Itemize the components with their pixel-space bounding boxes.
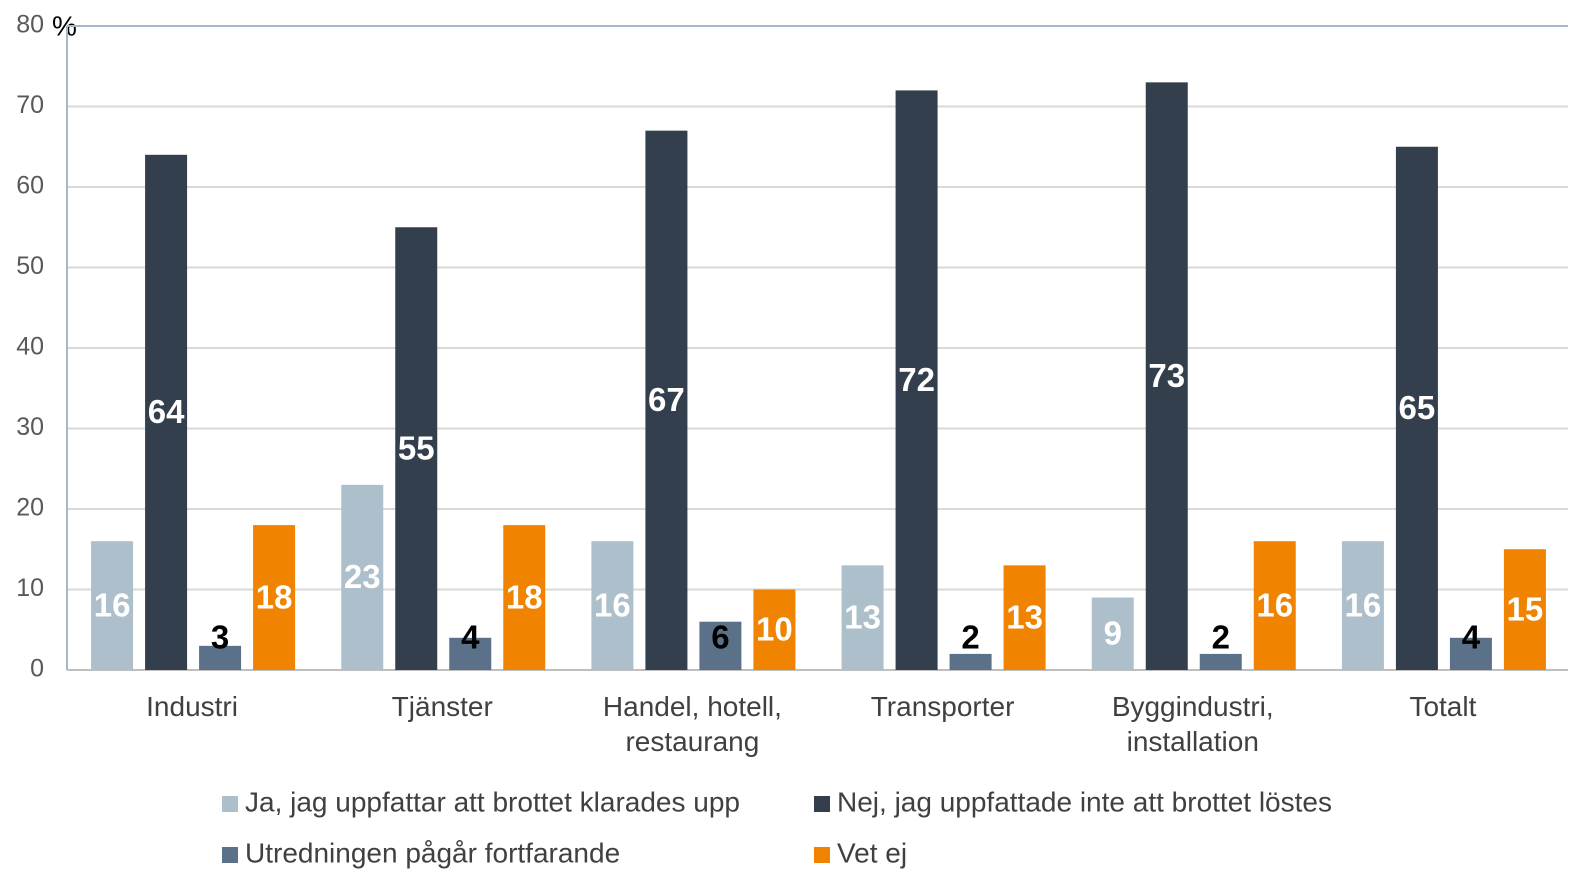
bar xyxy=(1395,146,1438,670)
data-label: 3 xyxy=(211,619,229,656)
bar xyxy=(1449,637,1492,670)
data-label: 64 xyxy=(148,393,185,430)
data-label: 67 xyxy=(648,381,685,418)
bar xyxy=(341,484,384,670)
bar xyxy=(449,637,492,670)
y-tick-label: 40 xyxy=(16,333,44,361)
data-label: 4 xyxy=(461,619,480,656)
x-tick-line: Transporter xyxy=(871,691,1015,722)
data-label: 18 xyxy=(256,578,293,615)
data-label: 18 xyxy=(506,578,543,615)
legend-swatch xyxy=(814,847,830,863)
y-tick-label: 20 xyxy=(16,494,44,522)
data-label: 4 xyxy=(1462,619,1481,656)
x-tick-line: installation xyxy=(1127,726,1259,757)
legend-label: Utredningen pågår fortfarande xyxy=(245,837,620,868)
bar xyxy=(841,565,884,670)
bar xyxy=(253,525,296,670)
data-label: 55 xyxy=(398,429,435,466)
legend-swatch xyxy=(222,796,238,812)
data-label: 13 xyxy=(1006,598,1043,635)
data-label: 13 xyxy=(844,598,881,635)
y-tick-label: 30 xyxy=(16,413,44,441)
bar xyxy=(949,653,992,670)
y-tick-label: 0 xyxy=(30,655,44,683)
bar xyxy=(1199,653,1242,670)
data-label: 65 xyxy=(1399,389,1436,426)
bar xyxy=(1341,541,1384,670)
legend-swatch xyxy=(222,847,238,863)
data-label: 15 xyxy=(1507,590,1544,627)
x-tick-label: Totalt xyxy=(1409,691,1476,722)
bar xyxy=(591,541,634,670)
data-label: 9 xyxy=(1104,614,1122,651)
x-tick-line: Tjänster xyxy=(392,691,493,722)
x-tick-line: Byggindustri, xyxy=(1112,691,1274,722)
legend-label: Ja, jag uppfattar att brottet klarades u… xyxy=(245,786,740,817)
data-label: 10 xyxy=(756,610,793,647)
x-tick-label: Handel, hotell, restaurang xyxy=(603,691,782,757)
data-label: 2 xyxy=(961,619,979,656)
data-label: 16 xyxy=(1256,586,1293,623)
bar xyxy=(145,154,188,671)
bar xyxy=(395,227,438,670)
x-tick-label: Industri xyxy=(146,691,238,722)
y-tick-label: 80 xyxy=(16,11,44,39)
data-label: 16 xyxy=(1345,586,1382,623)
data-label: 6 xyxy=(711,619,729,656)
data-label: 2 xyxy=(1212,619,1230,656)
y-tick-label: 50 xyxy=(16,252,44,280)
x-tick-line: restaurang xyxy=(625,726,759,757)
y-tick-label: 60 xyxy=(16,172,44,200)
x-tick-label: Byggindustri, installation xyxy=(1112,691,1274,757)
bar xyxy=(503,525,546,670)
y-tick-label: 10 xyxy=(16,574,44,602)
x-tick-label: Transporter xyxy=(871,691,1015,722)
legend-label: Nej, jag uppfattade inte att brottet lös… xyxy=(837,786,1332,817)
bar xyxy=(91,541,134,670)
bar xyxy=(753,589,796,670)
bar xyxy=(645,130,688,670)
bar xyxy=(1003,565,1046,670)
data-label: 73 xyxy=(1148,357,1185,394)
bar xyxy=(699,621,742,670)
bar xyxy=(1145,82,1188,671)
bar xyxy=(895,90,938,670)
y-tick-label: 70 xyxy=(16,91,44,119)
data-label: 16 xyxy=(594,586,631,623)
bar xyxy=(1503,549,1546,670)
legend-label: Vet ej xyxy=(837,837,907,868)
bar xyxy=(1091,597,1134,670)
x-tick-line: Totalt xyxy=(1409,691,1476,722)
x-tick-line: Industri xyxy=(146,691,238,722)
data-label: 16 xyxy=(94,586,131,623)
bar xyxy=(1253,541,1296,670)
legend-swatch xyxy=(814,796,830,812)
x-tick-line: Handel, hotell, xyxy=(603,691,782,722)
data-label: 23 xyxy=(344,558,381,595)
bar xyxy=(199,645,242,670)
data-label: 72 xyxy=(898,361,935,398)
x-tick-label: Tjänster xyxy=(392,691,493,722)
